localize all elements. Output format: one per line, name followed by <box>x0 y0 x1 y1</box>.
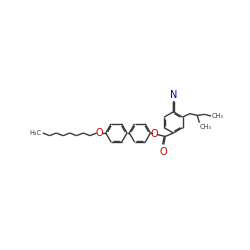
Text: CH₃: CH₃ <box>212 113 224 119</box>
Text: N: N <box>170 90 177 100</box>
Text: O: O <box>95 128 103 138</box>
Text: CH₃: CH₃ <box>200 124 212 130</box>
Text: H₃C: H₃C <box>30 130 42 136</box>
Text: O: O <box>151 129 158 139</box>
Text: O: O <box>160 147 168 157</box>
